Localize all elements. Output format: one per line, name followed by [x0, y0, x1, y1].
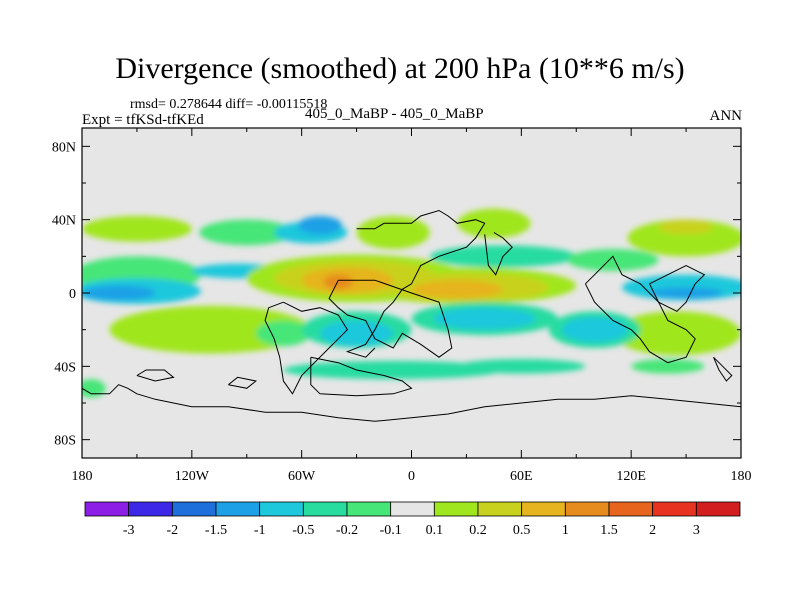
contour-region	[658, 219, 714, 235]
x-tick-label: 180	[731, 469, 752, 484]
colorbar-label: 1.5	[600, 523, 618, 538]
contour-region	[631, 359, 705, 374]
colorbar-swatch	[84, 501, 130, 517]
contour-region	[356, 216, 430, 249]
coastline	[328, 279, 453, 358]
y-tick-label: 0	[69, 287, 76, 302]
case-label: 405_0_MaBP - 405_0_MaBP	[305, 106, 484, 122]
x-tick-label: 60W	[288, 469, 316, 484]
contour-region	[199, 219, 295, 246]
season-label: ANN	[709, 108, 743, 124]
contour-region	[255, 320, 311, 347]
stats-label: rmsd= 0.278644 diff= -0.00115518	[130, 97, 328, 112]
y-tick-label: 40S	[54, 360, 76, 375]
contour-region	[649, 287, 723, 299]
colorbar-swatch	[521, 501, 566, 517]
contour-region	[323, 274, 353, 290]
experiment-label: Expt = tfKSd-tfKEd	[82, 112, 204, 128]
contour-region	[319, 320, 394, 347]
contour-region	[298, 216, 342, 235]
colorbar-label: -0.1	[380, 523, 402, 538]
colorbar-label: 0.1	[426, 523, 444, 538]
colorbar-label: -1	[254, 523, 266, 538]
colorbar-label: 3	[693, 523, 700, 538]
colorbar-swatch	[346, 501, 392, 517]
colorbar-label: -1.5	[205, 523, 227, 538]
coastline	[649, 264, 706, 312]
contour-region	[82, 216, 192, 242]
chart-title: Divergence (smoothed) at 200 hPa (10**6 …	[115, 52, 685, 85]
colorbar-label: 0.5	[513, 523, 531, 538]
colorbar-label: -0.2	[336, 523, 358, 538]
y-tick-label: 80S	[54, 434, 76, 449]
coastline	[584, 255, 696, 364]
colorbar-label: 2	[649, 523, 656, 538]
y-tick-label: 80N	[52, 140, 76, 155]
colorbar-label: -0.5	[292, 523, 314, 538]
contour-region	[82, 285, 156, 301]
x-tick-label: 0	[408, 469, 415, 484]
contour-region	[457, 359, 586, 374]
colorbar-label: 1	[562, 523, 569, 538]
contour-region	[109, 305, 311, 354]
coastline	[264, 301, 349, 395]
colorbar-swatch	[259, 501, 304, 517]
colorbar-swatch	[171, 501, 217, 517]
coastline	[713, 356, 733, 382]
coastline	[82, 384, 741, 422]
colorbar-label: -3	[123, 523, 135, 538]
colorbar-swatch	[302, 501, 348, 517]
colorbar-label: -2	[166, 523, 178, 538]
colorbar-swatch	[652, 501, 697, 517]
colorbar-swatch	[433, 501, 479, 517]
colorbar-swatch	[564, 501, 610, 517]
y-tick-label: 40N	[52, 214, 76, 229]
contour-region	[612, 311, 741, 356]
coastline	[136, 369, 175, 382]
colorbar: -3 -2 -1.5 -1 -0.5 -0.2 -0.1 0.1 0.2 0.5 1 1.5 2 3	[84, 501, 741, 538]
contour-region	[561, 316, 628, 343]
colorbar-label: 0.2	[469, 523, 487, 538]
x-tick-label: 180	[72, 469, 93, 484]
coastline	[310, 356, 413, 397]
coastline	[228, 376, 258, 389]
x-tick-label: 120E	[616, 469, 646, 484]
colorbar-swatch	[128, 501, 173, 517]
contour-region	[433, 307, 536, 330]
contour-region	[567, 249, 659, 271]
contour-region	[457, 208, 531, 238]
x-tick-label: 60E	[510, 469, 533, 484]
x-tick-label: 120W	[175, 469, 210, 484]
contour-region	[411, 280, 504, 299]
colorbar-swatch	[477, 501, 523, 517]
colorbar-swatch	[390, 501, 435, 517]
colorbar-swatch	[608, 501, 654, 517]
contour-region	[82, 379, 106, 398]
colorbar-swatch	[695, 501, 741, 517]
colorbar-swatch	[215, 501, 261, 517]
contour-region	[283, 360, 504, 380]
coastline	[345, 209, 486, 358]
coastline	[484, 232, 513, 276]
